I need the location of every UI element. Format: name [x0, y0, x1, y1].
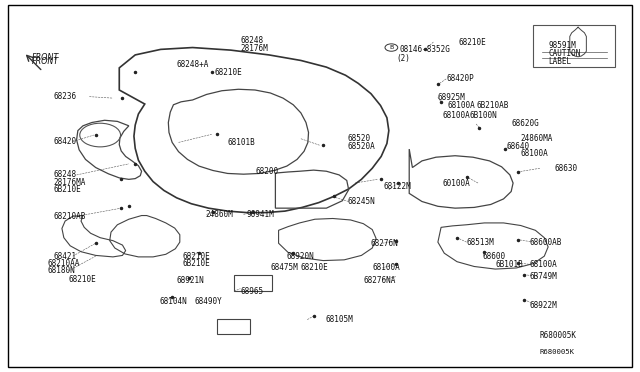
- Text: 68100A: 68100A: [529, 260, 557, 269]
- Text: 08146-8352G: 08146-8352G: [399, 45, 451, 54]
- Text: 68922M: 68922M: [529, 301, 557, 311]
- Bar: [217, 319, 250, 334]
- Text: 68248: 68248: [54, 170, 77, 179]
- Text: FRONT: FRONT: [32, 57, 60, 66]
- Text: 6B749M: 6B749M: [529, 272, 557, 281]
- Text: 68248+A: 68248+A: [177, 60, 209, 70]
- Text: 68420: 68420: [54, 137, 77, 146]
- Text: 68520A: 68520A: [348, 142, 375, 151]
- Text: 68100A: 68100A: [447, 101, 475, 110]
- Text: 68105M: 68105M: [325, 315, 353, 324]
- Text: 68210E: 68210E: [301, 263, 328, 272]
- Text: 68180N: 68180N: [47, 266, 75, 275]
- Text: 68921N: 68921N: [177, 276, 204, 285]
- Text: 28176MA: 28176MA: [54, 178, 86, 187]
- Bar: [234, 275, 272, 291]
- Text: R680005K: R680005K: [540, 349, 575, 355]
- Text: 68210E: 68210E: [215, 68, 243, 77]
- Text: 68600: 68600: [483, 251, 506, 261]
- Text: 68245N: 68245N: [348, 197, 375, 206]
- Text: 6B210AB: 6B210AB: [476, 101, 509, 110]
- Text: 68920N: 68920N: [286, 251, 314, 261]
- Text: 96941M: 96941M: [246, 210, 275, 219]
- Text: R680005K: R680005K: [540, 331, 577, 340]
- Text: B: B: [389, 45, 394, 50]
- Text: 28176M: 28176M: [241, 44, 268, 53]
- Text: 68104N: 68104N: [159, 297, 187, 306]
- Text: 68276N: 68276N: [371, 239, 399, 248]
- Text: 68210E: 68210E: [68, 275, 96, 283]
- Text: 68925M: 68925M: [438, 93, 466, 102]
- Text: 24860MA: 24860MA: [521, 134, 553, 142]
- Text: 98591M: 98591M: [548, 41, 576, 50]
- Text: 68210AB: 68210AB: [54, 212, 86, 221]
- Text: FRONT: FRONT: [32, 53, 60, 62]
- Text: 68640: 68640: [507, 142, 530, 151]
- Text: 68210AA: 68210AA: [47, 259, 79, 268]
- Text: 68276NA: 68276NA: [364, 276, 396, 285]
- Text: CAUTION: CAUTION: [548, 49, 580, 58]
- Text: 68421: 68421: [54, 251, 77, 261]
- Text: (2): (2): [396, 54, 410, 63]
- Text: 68101B: 68101B: [228, 138, 255, 147]
- Text: LABEL: LABEL: [548, 57, 572, 66]
- Text: 68965: 68965: [241, 287, 264, 296]
- Text: 6B210E: 6B210E: [54, 185, 81, 194]
- Text: 68475M: 68475M: [270, 263, 298, 272]
- Text: 68630: 68630: [554, 164, 578, 173]
- Text: 68513M: 68513M: [467, 238, 494, 247]
- Text: 68210E: 68210E: [183, 251, 211, 261]
- Text: 6B100N: 6B100N: [470, 110, 497, 120]
- Text: 68122M: 68122M: [384, 182, 412, 191]
- Text: 68236: 68236: [54, 92, 77, 101]
- Text: 60100A: 60100A: [443, 179, 471, 187]
- Text: 68100A: 68100A: [443, 110, 471, 120]
- Text: 6B210E: 6B210E: [183, 259, 211, 268]
- Text: 68210E: 68210E: [459, 38, 486, 46]
- Text: 68248: 68248: [241, 36, 264, 45]
- Text: 68520: 68520: [348, 134, 371, 142]
- Text: 68490Y: 68490Y: [195, 297, 222, 306]
- Text: 68100A: 68100A: [521, 149, 548, 158]
- Bar: [534, 25, 615, 67]
- Text: 68200: 68200: [255, 167, 278, 176]
- Text: 6B101B: 6B101B: [495, 260, 523, 269]
- Text: 24860M: 24860M: [205, 210, 233, 219]
- Text: 68100A: 68100A: [373, 263, 401, 272]
- Text: 68420P: 68420P: [446, 74, 474, 83]
- Text: 68620G: 68620G: [511, 119, 539, 128]
- Text: 68600AB: 68600AB: [529, 238, 561, 247]
